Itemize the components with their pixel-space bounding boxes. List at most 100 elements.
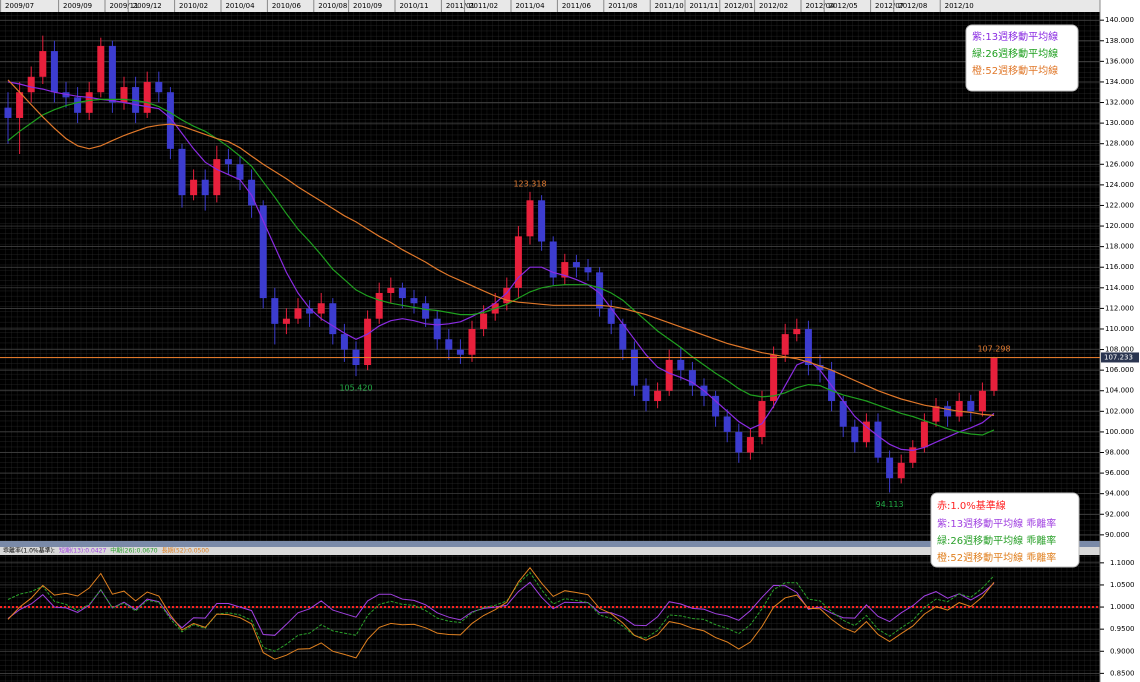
candle-body (932, 406, 940, 422)
candle-body (572, 262, 580, 268)
y-tick-label: 140.000 (1105, 16, 1134, 24)
legend-entry: 紫:13週移動平均線 乖離率 (937, 517, 1056, 530)
candle-body (781, 334, 789, 355)
candle-body (410, 298, 418, 304)
candle-body (445, 339, 453, 350)
candle-body (398, 287, 406, 299)
candle-body (526, 200, 534, 237)
candle-body (213, 159, 221, 196)
candle-body (236, 164, 244, 180)
candle-body (514, 236, 522, 288)
price-annotation: 107.298 (977, 344, 1010, 353)
x-tick-label: 2009/09 (63, 2, 92, 10)
candle-body (688, 370, 696, 386)
candle-body (712, 395, 720, 417)
y-tick-label: 112.000 (1105, 304, 1134, 312)
y-tick-label: 108.000 (1105, 346, 1134, 354)
y-tick-label: 100.000 (1105, 428, 1134, 436)
candle-body (108, 45, 116, 103)
candle-body (770, 354, 778, 402)
last-price-label: 107.233 (1104, 353, 1133, 361)
candle-body (839, 401, 847, 427)
candle-body (317, 303, 325, 314)
y-tick-label: 96.000 (1105, 469, 1130, 477)
candle-body (944, 406, 952, 417)
candle-body (480, 313, 488, 329)
candle-body (166, 92, 174, 149)
legend-box (965, 24, 1079, 92)
candle-body (596, 272, 604, 309)
candle-body (897, 462, 905, 479)
x-tick-label: 2010/11 (399, 2, 428, 10)
candle-body (630, 349, 638, 386)
candle-body (201, 179, 209, 196)
legend-entry: 橙:52週移動平均線 乖離率 (937, 551, 1056, 564)
deviation-line (7, 566, 995, 660)
y-tick-label: 90.000 (1105, 531, 1130, 539)
panel-header: 長期(52):0.0500 (162, 547, 210, 555)
candle-body (804, 328, 812, 366)
y-tick-label: 126.000 (1105, 160, 1134, 168)
x-tick-label: 2010/04 (225, 2, 255, 10)
y-tick-label: 110.000 (1105, 325, 1134, 333)
candle-body (746, 437, 754, 453)
y-tick-label: 1.1000 (1110, 559, 1135, 567)
moving-average-line (7, 79, 995, 416)
y-tick-label: 98.000 (1105, 449, 1130, 457)
x-tick-label: 2012/08 (898, 2, 927, 10)
x-tick-label: 2011/04 (515, 2, 545, 10)
candle-body (271, 298, 279, 324)
candle-body (155, 81, 163, 93)
candle-body (259, 205, 267, 299)
panel-header: 中期(26):0.0670 (110, 547, 158, 555)
candle-body (27, 76, 35, 93)
legend-entry: 紫:13週移動平均線 (972, 30, 1058, 43)
y-tick-label: 92.000 (1105, 510, 1130, 518)
legend-entry: 赤:1.0%基準線 (937, 499, 1006, 512)
candle-body (294, 308, 302, 319)
legend-box (930, 492, 1080, 568)
candle-body (4, 107, 12, 118)
candle-body (468, 328, 476, 355)
candle-body (74, 97, 82, 113)
y-tick-label: 102.000 (1105, 407, 1134, 415)
y-tick-label: 114.000 (1105, 284, 1134, 292)
x-tick-label: 2009/12 (133, 2, 162, 10)
panel-header: 短期(13):0.0427 (59, 547, 107, 555)
candle-body (967, 401, 975, 412)
candle-body (909, 447, 917, 463)
candle-body (549, 241, 557, 278)
candle-body (422, 303, 430, 319)
x-tick-label: 2012/01 (724, 2, 753, 10)
candle-body (39, 51, 47, 77)
candle-body (120, 87, 128, 103)
candle-body (503, 287, 511, 304)
y-tick-label: 130.000 (1105, 119, 1134, 127)
x-tick-label: 2010/02 (179, 2, 208, 10)
deviation-line (7, 571, 995, 652)
candle-body (816, 365, 824, 371)
x-tick-label: 2010/08 (318, 2, 347, 10)
candle-body (329, 303, 337, 335)
candle-body (758, 401, 766, 438)
price-annotation: 94.113 (876, 500, 904, 509)
y-tick-label: 106.000 (1105, 366, 1134, 374)
y-tick-label: 120.000 (1105, 222, 1134, 230)
candle-body (364, 318, 372, 366)
candle-body (143, 81, 151, 113)
y-tick-label: 104.000 (1105, 387, 1134, 395)
x-tick-label: 2012/05 (829, 2, 858, 10)
candle-body (538, 200, 546, 242)
legend-entry: 橙:52週移動平均線 (972, 64, 1058, 77)
candle-body (97, 45, 105, 93)
candle-body (584, 267, 592, 273)
candle-body (851, 426, 859, 443)
panel-header: 乖離率(1.0%基準): (3, 547, 55, 555)
candle-body (735, 431, 743, 453)
candle-body (387, 287, 395, 293)
candle-body (433, 318, 441, 340)
x-tick-label: 2009/11 (109, 2, 138, 10)
